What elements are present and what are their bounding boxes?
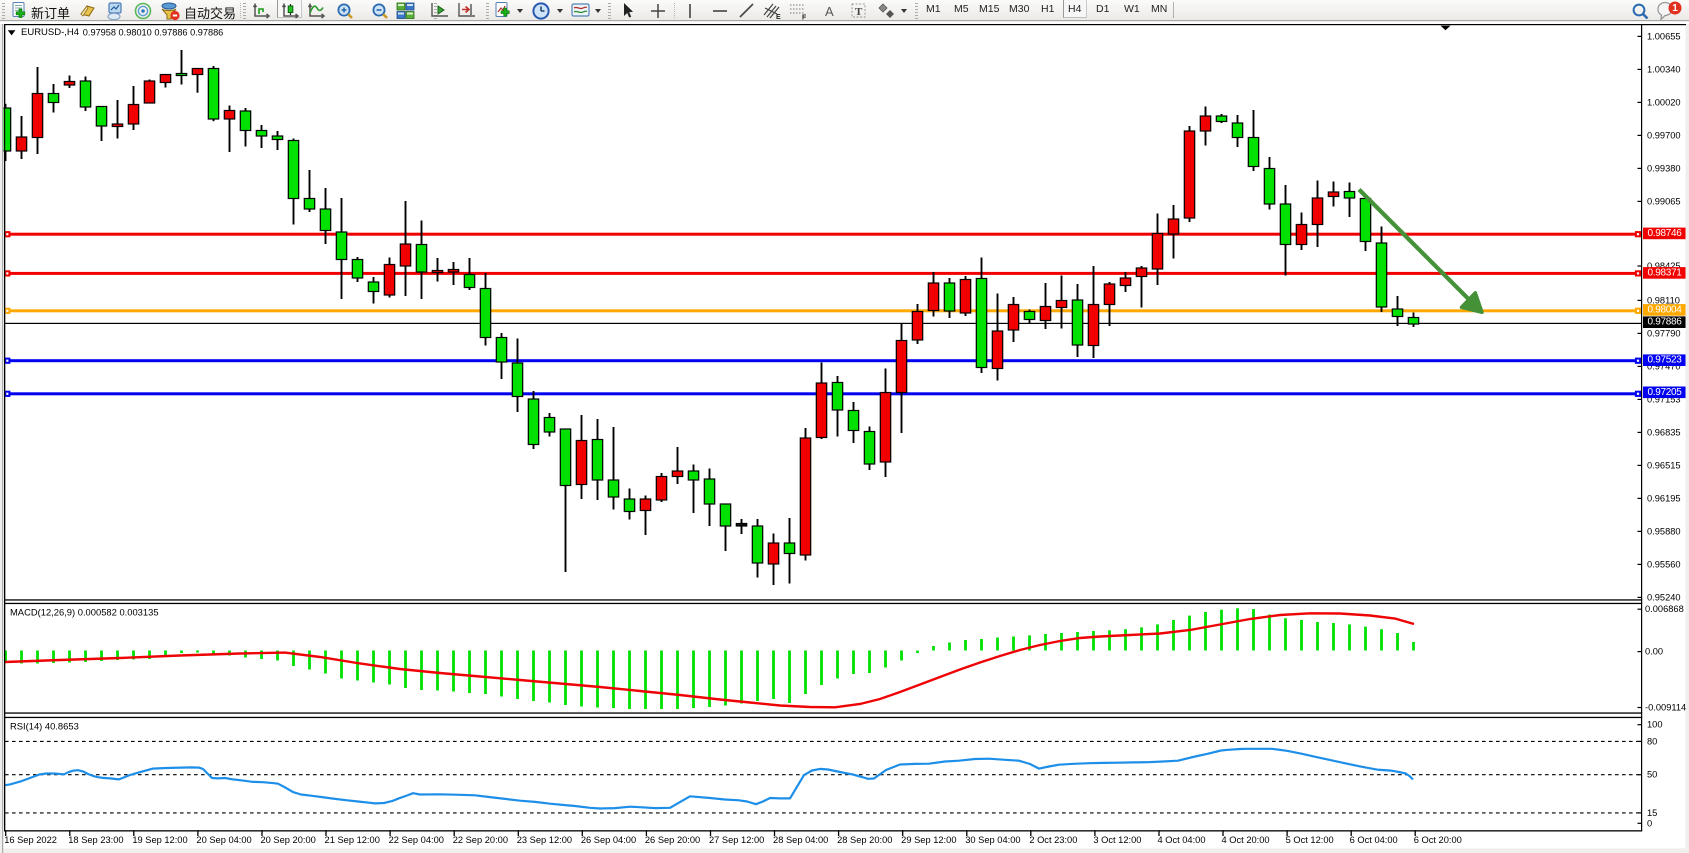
svg-text:0.97958 0.98010 0.97886 0.9788: 0.97958 0.98010 0.97886 0.97886 [83,28,224,38]
svg-text:0.99065: 0.99065 [1647,196,1681,206]
svg-text:29 Sep 12:00: 29 Sep 12:00 [901,835,956,845]
svg-text:3 Oct 12:00: 3 Oct 12:00 [1093,835,1141,845]
svg-text:18 Sep 23:00: 18 Sep 23:00 [68,835,123,845]
svg-text:4 Oct 20:00: 4 Oct 20:00 [1222,835,1270,845]
svg-text:50: 50 [1647,770,1657,780]
svg-text:0.96515: 0.96515 [1647,460,1681,470]
svg-text:0.97886: 0.97886 [1648,317,1683,328]
svg-text:26 Sep 20:00: 26 Sep 20:00 [645,835,700,845]
svg-text:0.96195: 0.96195 [1647,493,1681,503]
svg-text:1: 1 [1672,3,1678,14]
svg-text:MACD(12,26,9) 0.000582 0.00313: MACD(12,26,9) 0.000582 0.003135 [10,607,159,618]
svg-text:RSI(14) 40.8653: RSI(14) 40.8653 [10,721,79,732]
svg-text:27 Sep 12:00: 27 Sep 12:00 [709,835,764,845]
svg-text:30 Sep 04:00: 30 Sep 04:00 [965,835,1020,845]
svg-text:26 Sep 04:00: 26 Sep 04:00 [581,835,636,845]
svg-text:T: T [855,6,863,18]
svg-text:F: F [802,15,807,21]
svg-text:0.98371: 0.98371 [1648,267,1683,278]
svg-text:16 Sep 2022: 16 Sep 2022 [4,835,57,845]
svg-text:1.00020: 1.00020 [1647,97,1681,107]
svg-text:0.95880: 0.95880 [1647,526,1681,536]
svg-text:28 Sep 20:00: 28 Sep 20:00 [837,835,892,845]
svg-text:6 Oct 20:00: 6 Oct 20:00 [1414,835,1462,845]
svg-text:1.00340: 1.00340 [1647,64,1681,74]
svg-text:0.97153: 0.97153 [1647,394,1681,404]
svg-text:21 Sep 12:00: 21 Sep 12:00 [325,835,380,845]
svg-text:5 Oct 12:00: 5 Oct 12:00 [1286,835,1334,845]
svg-text:6 Oct 04:00: 6 Oct 04:00 [1350,835,1398,845]
svg-text:0.98110: 0.98110 [1647,295,1680,305]
svg-text:0.00: 0.00 [1645,647,1663,657]
svg-text:0.006868: 0.006868 [1645,604,1684,614]
svg-text:0.97790: 0.97790 [1647,328,1681,338]
svg-text:20 Sep 20:00: 20 Sep 20:00 [260,835,315,845]
svg-text:0: 0 [1647,818,1652,828]
svg-text:0.96835: 0.96835 [1647,427,1681,437]
svg-text:28 Sep 04:00: 28 Sep 04:00 [773,835,828,845]
svg-text:0.95240: 0.95240 [1647,592,1681,602]
svg-text:E: E [776,14,781,20]
svg-text:0.98004: 0.98004 [1648,304,1683,315]
svg-text:0.95560: 0.95560 [1647,559,1681,569]
svg-text:0.98425: 0.98425 [1647,261,1681,271]
svg-text:0.99700: 0.99700 [1647,130,1681,140]
svg-text:23 Sep 12:00: 23 Sep 12:00 [517,835,572,845]
svg-text:EURUSD-,H4: EURUSD-,H4 [21,27,79,38]
svg-text:0.97205: 0.97205 [1648,387,1683,398]
svg-text:22 Sep 20:00: 22 Sep 20:00 [453,835,508,845]
svg-text:0.97523: 0.97523 [1648,355,1683,366]
svg-text:0.97470: 0.97470 [1647,361,1681,371]
svg-text:0.98746: 0.98746 [1648,228,1683,239]
svg-text:1.00655: 1.00655 [1647,31,1681,41]
svg-text:100: 100 [1647,720,1663,730]
svg-text:80: 80 [1647,736,1657,746]
svg-text:2 Oct 23:00: 2 Oct 23:00 [1029,835,1077,845]
svg-text:-0.009114: -0.009114 [1645,703,1686,713]
svg-text:22 Sep 04:00: 22 Sep 04:00 [389,835,444,845]
svg-text:15: 15 [1647,808,1657,818]
svg-text:4 Oct 04:00: 4 Oct 04:00 [1157,835,1205,845]
svg-text:19 Sep 12:00: 19 Sep 12:00 [132,835,187,845]
svg-text:0.99380: 0.99380 [1647,163,1681,173]
svg-text:20 Sep 04:00: 20 Sep 04:00 [196,835,251,845]
